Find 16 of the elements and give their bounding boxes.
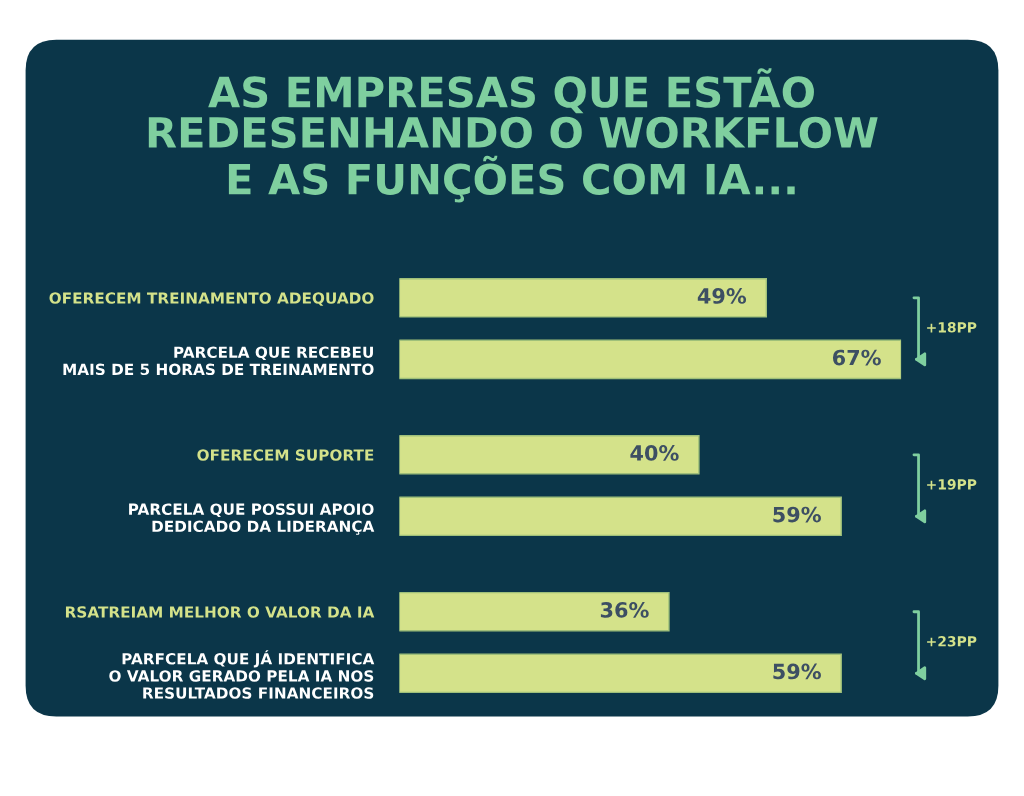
text: +23PP — [927, 636, 977, 647]
data-label: 40% — [630, 445, 679, 461]
y-tick-label: PARFCELA QUE JÁ IDENTIFICA O VALOR GERADO PELA IA NOS RESULTADOS FINANCEIROS — [109, 650, 375, 699]
data-label: 67% — [832, 349, 881, 366]
data-label: 49% — [697, 288, 747, 304]
y-tick-label: PARCELA QUE RECEBEU MAIS DE 5 HORAS DE TREINAMENTO — [63, 346, 374, 376]
chart-title: AS EMPRESAS QUE ESTÃO REDESENHANDO O WORKFLOW E AS FUNÇÕES COM IA... — [148, 68, 878, 203]
data-label: 59% — [773, 663, 821, 680]
data-label: 36% — [600, 602, 649, 618]
y-tick-label: PARCELA QUE POSSUI APOIO DEDICADO DA LIDERANÇA — [129, 503, 375, 535]
text: +18PP — [927, 322, 977, 333]
y-tick-label: RSATREIAM MELHOR O VALOR DA IA — [65, 606, 375, 618]
y-tick-label: OFERECEM SUPORTE — [197, 449, 374, 461]
text: +19PP — [927, 479, 977, 490]
data-label: 59% — [773, 506, 821, 523]
y-tick-label: OFERECEM TREINAMENTO ADEQUADO — [49, 292, 374, 306]
